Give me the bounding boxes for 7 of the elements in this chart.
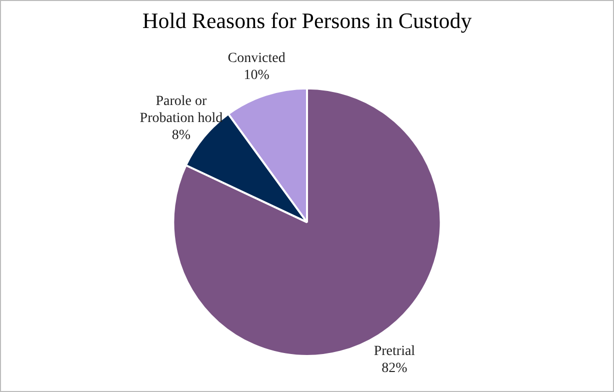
chart-title: Hold Reasons for Persons in Custody xyxy=(142,8,472,33)
slice-label: Pretrial xyxy=(374,344,416,360)
data-label: 82% xyxy=(382,361,408,376)
slice-label: Parole or Probation hold xyxy=(140,94,223,126)
data-label: 8% xyxy=(172,128,191,143)
slice-label: Convicted xyxy=(228,51,286,66)
data-label: 10% xyxy=(244,68,270,84)
